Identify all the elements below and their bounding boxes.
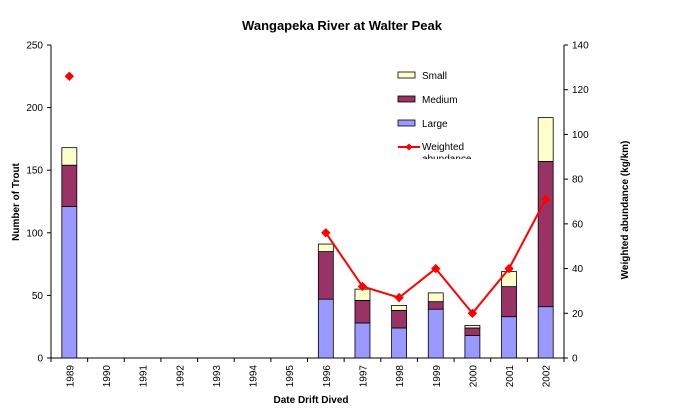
point-weighted-abundance-1998 [394, 292, 404, 303]
legend-swatch-small [397, 71, 416, 79]
legend-swatch-medium [397, 95, 416, 103]
bar-medium-1999 [427, 301, 444, 310]
y-tick-label: 100 [26, 228, 43, 239]
bar-medium-2002 [537, 161, 554, 308]
x-tick-label: 2002 [542, 365, 553, 388]
legend-label-small: Small [422, 71, 447, 82]
bar-large-2002 [537, 306, 554, 359]
line-segment-weighted-abundance [434, 267, 474, 314]
bar-medium-1998 [391, 310, 408, 329]
y-tick-label: 0 [37, 354, 43, 365]
bar-medium-2000 [464, 327, 481, 336]
y2-tick-label: 0 [572, 354, 578, 365]
x-tick-label: 1990 [102, 365, 113, 388]
bar-large-1997 [354, 322, 371, 359]
y2-tick-label: 140 [572, 41, 589, 52]
point-weighted-abundance-2000 [467, 308, 478, 318]
y-tick-label: 250 [26, 41, 43, 52]
legend-label-large: Large [422, 119, 448, 130]
x-tick-label: 2000 [468, 365, 479, 388]
bar-small-1989 [61, 147, 78, 166]
legend-swatch-large [397, 119, 416, 127]
chart-title: Wangapeka River at Walter Peak [242, 18, 443, 33]
bar-medium-1989 [61, 164, 78, 207]
point-weighted-abundance-1999 [431, 263, 441, 274]
y2-tick-label: 60 [572, 219, 584, 230]
x-tick-label: 1999 [432, 365, 443, 388]
x-tick-label: 1997 [358, 365, 369, 388]
y2-tick-label: 100 [572, 130, 589, 141]
legend-label-abundance: abundance [422, 154, 472, 165]
bar-large-1996 [317, 298, 334, 359]
x-tick-label: 1991 [139, 365, 150, 388]
legend-label-weighted: Weighted [422, 142, 464, 153]
point-weighted-abundance-1997 [357, 281, 368, 292]
point-weighted-abundance-2002 [540, 194, 551, 204]
y2-tick-label: 120 [572, 85, 589, 96]
point-weighted-abundance-1996 [321, 228, 331, 238]
y2-tick-label: 20 [572, 309, 584, 320]
x-axis-title: Date Drift Dived [273, 395, 348, 406]
bar-medium-1996 [317, 251, 334, 300]
line-segment-weighted-abundance [508, 198, 547, 270]
point-weighted-abundance-2001 [504, 263, 514, 274]
bar-small-1998 [391, 305, 408, 311]
x-tick-label: 2001 [505, 365, 516, 388]
bar-small-1996 [317, 243, 334, 252]
bar-large-2000 [464, 335, 481, 359]
legend-marker-weighted-abundance [405, 143, 413, 151]
line-segment-weighted-abundance [362, 285, 400, 299]
plot-area: 0 50 100 150 200 250 0 20 40 60 80 100 120 140 1989 199… [26, 41, 589, 388]
bar-small-2000 [464, 325, 481, 329]
x-tick-label: 1992 [175, 365, 186, 388]
line-segment-weighted-abundance [398, 267, 437, 299]
x-tick-label: 1994 [249, 365, 260, 388]
y2-tick-label: 80 [572, 175, 584, 186]
y2-axis-title: Weighted abundance (kg/km) [620, 141, 631, 280]
bar-large-1998 [391, 327, 408, 359]
legend-label-medium: Medium [422, 95, 458, 106]
point-weighted-abundance-1989 [64, 71, 75, 82]
bar-small-2002 [537, 117, 554, 162]
y-tick-label: 150 [26, 166, 43, 177]
x-tick-label: 1998 [395, 365, 406, 388]
line-segment-weighted-abundance [471, 267, 510, 314]
bar-large-1989 [61, 206, 78, 359]
x-tick-label: 1995 [285, 365, 296, 388]
y-tick-label: 50 [32, 291, 44, 302]
x-tick-label: 1996 [322, 365, 333, 388]
line-segment-weighted-abundance [324, 232, 364, 288]
bar-large-1999 [427, 308, 444, 359]
x-tick-label: 1989 [65, 365, 76, 388]
bar-small-1999 [427, 292, 444, 303]
y2-tick-label: 40 [572, 264, 584, 275]
bar-medium-2001 [501, 286, 517, 318]
bar-large-2001 [501, 316, 517, 359]
y-tick-label: 200 [26, 103, 43, 114]
y-axis-title: Number of Trout [11, 162, 22, 240]
bar-medium-1997 [354, 300, 371, 324]
x-tick-label: 1993 [212, 365, 223, 388]
